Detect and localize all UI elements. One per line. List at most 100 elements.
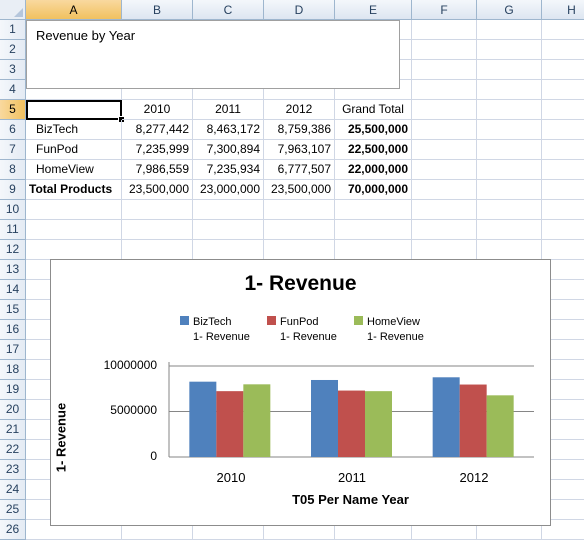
cell-g8[interactable] — [477, 160, 542, 180]
cell-f26[interactable] — [412, 520, 477, 540]
select-all-corner[interactable] — [0, 0, 26, 20]
pivot-total-label[interactable]: Total Products — [26, 180, 122, 200]
column-header-a[interactable]: A — [26, 0, 122, 20]
cell-d26[interactable] — [264, 520, 335, 540]
cell-d4[interactable] — [264, 80, 335, 100]
cell-h15[interactable] — [542, 300, 584, 320]
row-header-21[interactable]: 21 — [0, 420, 26, 440]
bar-biztech-2010[interactable] — [189, 381, 217, 457]
bar-funpod-2011[interactable] — [338, 390, 365, 457]
pivot-total-value[interactable]: 23,500,000 — [264, 180, 335, 200]
cell-g7[interactable] — [477, 140, 542, 160]
pivot-grand-total[interactable]: 70,000,000 — [335, 180, 412, 200]
column-header-h[interactable]: H — [542, 0, 584, 20]
cell-h10[interactable] — [542, 200, 584, 220]
pivot-year-header[interactable]: 2012 — [264, 100, 335, 120]
cell-h14[interactable] — [542, 280, 584, 300]
bar-biztech-2012[interactable] — [432, 377, 460, 457]
pivot-header-label-cell[interactable] — [26, 100, 122, 120]
bar-funpod-2010[interactable] — [216, 391, 244, 457]
cell-c12[interactable] — [193, 240, 264, 260]
cell-f10[interactable] — [412, 200, 477, 220]
row-header-11[interactable]: 11 — [0, 220, 26, 240]
cell-f2[interactable] — [412, 40, 477, 60]
column-header-c[interactable]: C — [193, 0, 264, 20]
row-header-2[interactable]: 2 — [0, 40, 26, 60]
pivot-total-value[interactable]: 23,500,000 — [122, 180, 193, 200]
cell-f11[interactable] — [412, 220, 477, 240]
pivot-value-cell[interactable]: 7,986,559 — [122, 160, 193, 180]
pivot-value-cell[interactable]: 7,235,934 — [193, 160, 264, 180]
row-header-16[interactable]: 16 — [0, 320, 26, 340]
row-header-1[interactable]: 1 — [0, 20, 26, 40]
pivot-value-cell[interactable]: 8,463,172 — [193, 120, 264, 140]
cell-d10[interactable] — [264, 200, 335, 220]
pivot-value-cell[interactable]: 7,235,999 — [122, 140, 193, 160]
pivot-value-cell[interactable]: 8,277,442 — [122, 120, 193, 140]
cell-g10[interactable] — [477, 200, 542, 220]
cell-a11[interactable] — [26, 220, 122, 240]
cell-h20[interactable] — [542, 400, 584, 420]
pivot-year-header[interactable]: 2011 — [193, 100, 264, 120]
row-header-8[interactable]: 8 — [0, 160, 26, 180]
row-header-19[interactable]: 19 — [0, 380, 26, 400]
cell-h23[interactable] — [542, 460, 584, 480]
cell-g26[interactable] — [477, 520, 542, 540]
cell-h6[interactable] — [542, 120, 584, 140]
cell-h11[interactable] — [542, 220, 584, 240]
cell-h22[interactable] — [542, 440, 584, 460]
pivot-row-total[interactable]: 22,500,000 — [335, 140, 412, 160]
cell-f4[interactable] — [412, 80, 477, 100]
row-header-23[interactable]: 23 — [0, 460, 26, 480]
bar-homeview-2011[interactable] — [365, 391, 392, 457]
pivot-value-cell[interactable]: 7,963,107 — [264, 140, 335, 160]
column-header-f[interactable]: F — [412, 0, 477, 20]
row-header-24[interactable]: 24 — [0, 480, 26, 500]
row-header-14[interactable]: 14 — [0, 280, 26, 300]
cell-f8[interactable] — [412, 160, 477, 180]
cell-e26[interactable] — [335, 520, 412, 540]
cell-g4[interactable] — [477, 80, 542, 100]
cell-c11[interactable] — [193, 220, 264, 240]
cell-h1[interactable] — [542, 20, 584, 40]
cell-a4[interactable] — [26, 80, 122, 100]
cell-h26[interactable] — [542, 520, 584, 540]
cell-h3[interactable] — [542, 60, 584, 80]
pivot-row-total[interactable]: 25,500,000 — [335, 120, 412, 140]
cell-f3[interactable] — [412, 60, 477, 80]
cell-b10[interactable] — [122, 200, 193, 220]
pivot-total-value[interactable]: 23,000,000 — [193, 180, 264, 200]
cell-a26[interactable] — [26, 520, 122, 540]
title-textbox[interactable]: Revenue by Year — [26, 20, 400, 89]
revenue-chart[interactable]: 1- Revenue BizTech 1- Revenue FunPod 1- … — [50, 259, 551, 526]
cell-e11[interactable] — [335, 220, 412, 240]
row-header-13[interactable]: 13 — [0, 260, 26, 280]
row-header-9[interactable]: 9 — [0, 180, 26, 200]
row-header-7[interactable]: 7 — [0, 140, 26, 160]
row-header-18[interactable]: 18 — [0, 360, 26, 380]
cell-e12[interactable] — [335, 240, 412, 260]
cell-g5[interactable] — [477, 100, 542, 120]
cell-h13[interactable] — [542, 260, 584, 280]
cell-c4[interactable] — [193, 80, 264, 100]
pivot-row-label[interactable]: BizTech — [26, 120, 122, 140]
pivot-row-label[interactable]: FunPod — [26, 140, 122, 160]
cell-g11[interactable] — [477, 220, 542, 240]
column-header-b[interactable]: B — [122, 0, 193, 20]
cell-h21[interactable] — [542, 420, 584, 440]
cell-h5[interactable] — [542, 100, 584, 120]
row-header-12[interactable]: 12 — [0, 240, 26, 260]
pivot-grand-total-header[interactable]: Grand Total — [335, 100, 412, 120]
cell-b12[interactable] — [122, 240, 193, 260]
bar-homeview-2010[interactable] — [243, 384, 271, 457]
row-header-17[interactable]: 17 — [0, 340, 26, 360]
cell-g12[interactable] — [477, 240, 542, 260]
row-header-3[interactable]: 3 — [0, 60, 26, 80]
cell-g6[interactable] — [477, 120, 542, 140]
cell-d11[interactable] — [264, 220, 335, 240]
cell-h7[interactable] — [542, 140, 584, 160]
bar-homeview-2012[interactable] — [486, 395, 514, 457]
cell-h2[interactable] — [542, 40, 584, 60]
column-header-g[interactable]: G — [477, 0, 542, 20]
pivot-value-cell[interactable]: 8,759,386 — [264, 120, 335, 140]
